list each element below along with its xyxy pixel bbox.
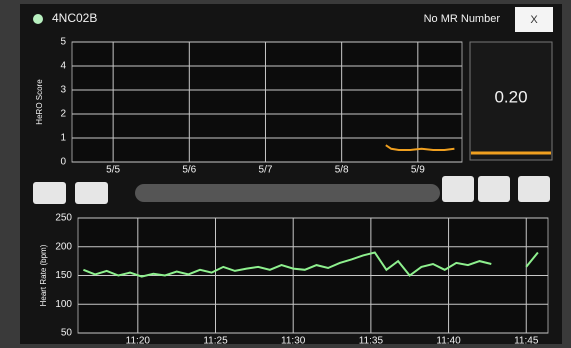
- status-dot: [33, 14, 43, 24]
- nav-button[interactable]: [33, 182, 66, 204]
- x-tick-label: 5/6: [182, 165, 196, 176]
- y-tick-label: 4: [60, 61, 66, 72]
- y-tick-label: 2: [60, 109, 66, 120]
- y-tick-label: 250: [55, 213, 72, 224]
- plot-area: [72, 42, 462, 162]
- y-tick-label: 5: [60, 37, 66, 48]
- x-tick-label: 11:45: [514, 336, 539, 347]
- y-tick-label: 0: [60, 157, 66, 168]
- screen: 4NC02B No MR Number X 0.20 0 1 2 3 4 5 5/5 5/6 5…: [0, 0, 571, 348]
- unit-id: 4NC02B: [52, 11, 97, 25]
- x-tick-label: 11:35: [359, 336, 384, 347]
- x-tick-label: 5/8: [335, 165, 349, 176]
- y-tick-label: 50: [61, 328, 73, 339]
- nav-button[interactable]: [518, 176, 550, 202]
- x-tick-label: 11:40: [436, 336, 461, 347]
- nav-button[interactable]: [478, 176, 510, 202]
- score-value: 0.20: [494, 87, 527, 106]
- y-tick-label: 100: [55, 299, 72, 310]
- x-tick-label: 5/5: [106, 165, 120, 176]
- x-tick-label: 5/9: [411, 165, 425, 176]
- x-tick-label: 11:20: [126, 336, 151, 347]
- x-tick-label: 5/7: [259, 165, 273, 176]
- x-tick-label: 11:25: [203, 336, 228, 347]
- y-axis-label: HeRO Score: [35, 79, 44, 125]
- mr-number: No MR Number: [424, 13, 501, 25]
- nav-button[interactable]: [442, 176, 474, 202]
- y-axis-label: Heart Rate (bpm): [39, 244, 48, 306]
- close-label: X: [530, 14, 538, 26]
- x-tick-label: 11:30: [281, 336, 306, 347]
- y-tick-label: 200: [55, 241, 72, 252]
- nav-button[interactable]: [75, 182, 108, 204]
- y-tick-label: 3: [60, 85, 66, 96]
- y-tick-label: 1: [60, 133, 66, 144]
- y-tick-label: 150: [55, 270, 72, 281]
- slider-track[interactable]: [135, 184, 440, 202]
